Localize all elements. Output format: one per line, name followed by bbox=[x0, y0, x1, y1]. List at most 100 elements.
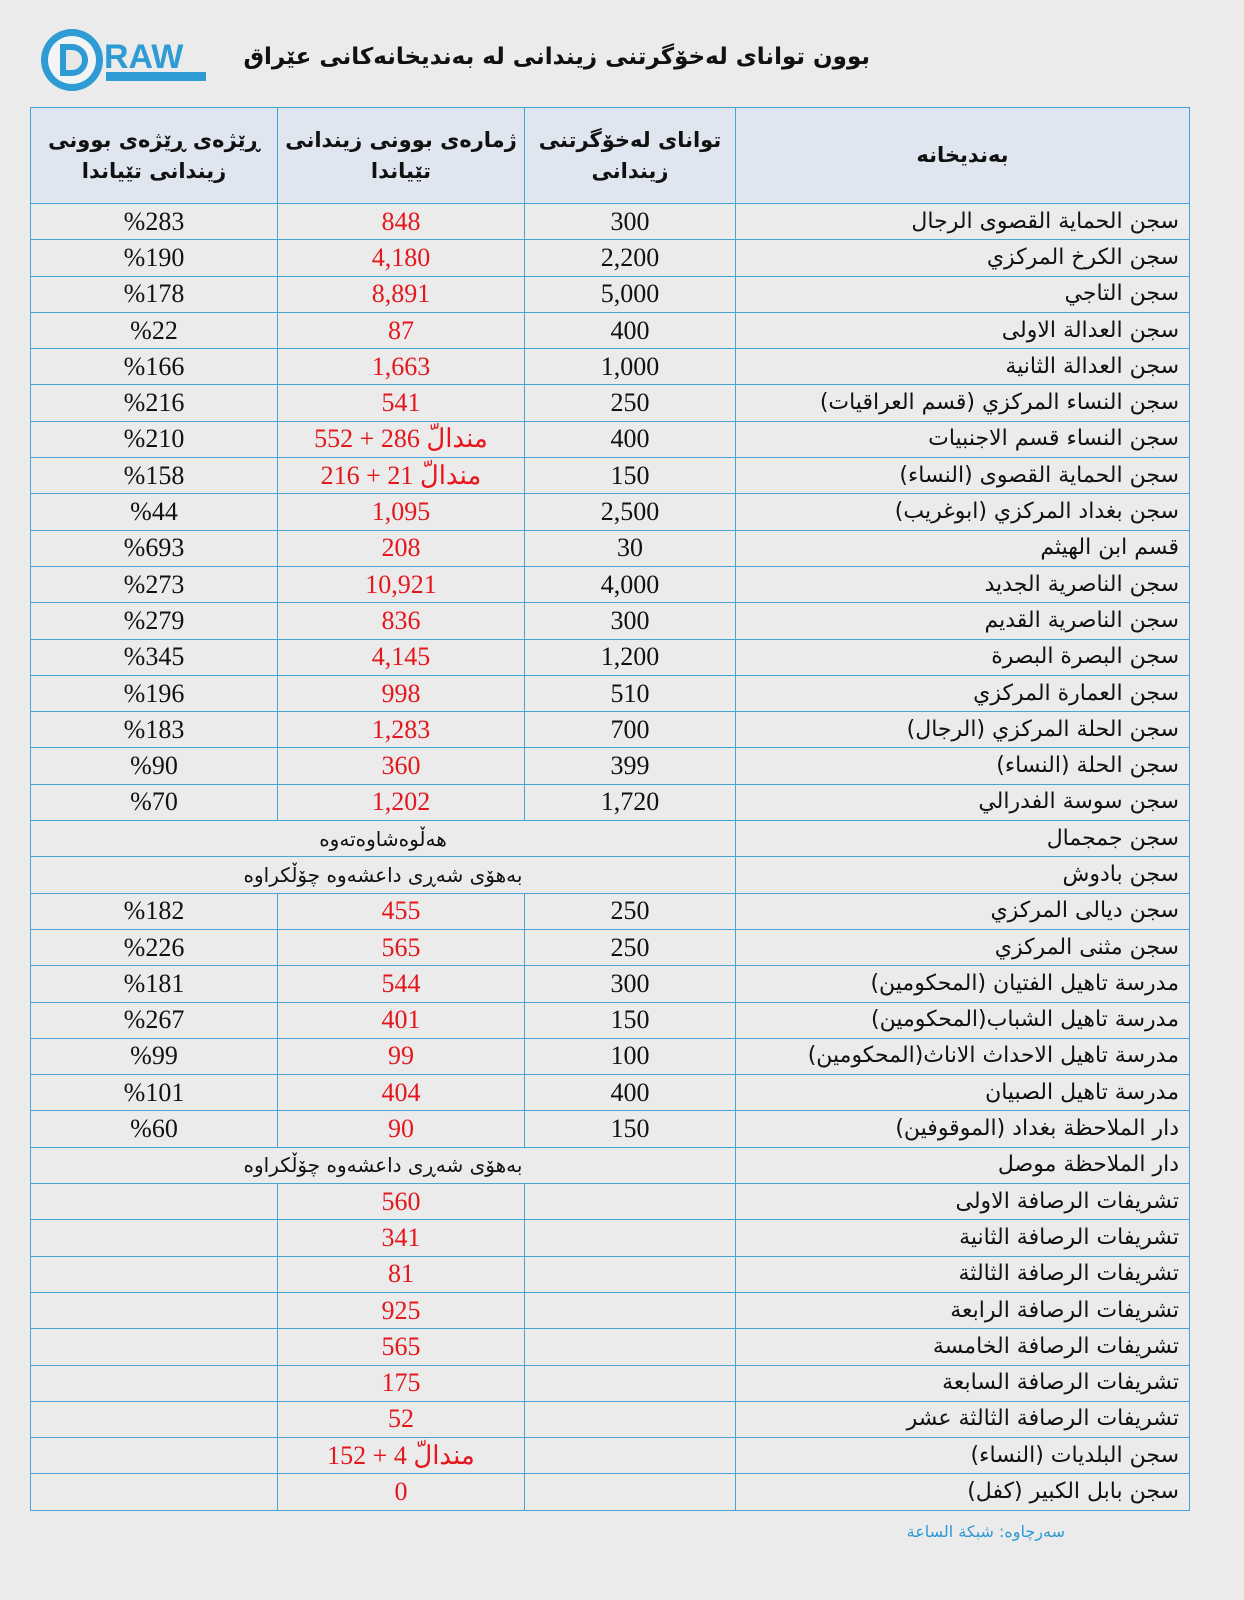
svg-text:RAW: RAW bbox=[104, 38, 184, 76]
capacity-cell: 400 bbox=[524, 1074, 736, 1112]
prison-name-cell: سجن سوسة الفدرالي bbox=[735, 783, 1190, 822]
prison-name-cell: تشريفات الرصافة الثالثة bbox=[735, 1255, 1190, 1293]
inmate-count-cell: 10,921 bbox=[277, 565, 525, 604]
inmate-count-cell: 1,202 bbox=[277, 783, 525, 822]
prison-name-cell: تشريفات الرصافة الثانية bbox=[735, 1219, 1190, 1257]
inmate-count-cell: 560 bbox=[277, 1183, 525, 1221]
capacity-cell bbox=[524, 1473, 736, 1511]
table-row: سجن العدالة الثانية 1,000 1,663 %166 bbox=[30, 348, 1190, 386]
capacity-cell: 400 bbox=[524, 420, 736, 459]
prison-name-cell: سجن مثنى المركزي bbox=[735, 928, 1190, 967]
prison-name-cell: سجن الحلة (النساء) bbox=[735, 747, 1190, 785]
inmate-count-cell: 1,095 bbox=[277, 493, 525, 531]
occupancy-percent-cell: %196 bbox=[30, 674, 278, 713]
inmate-count-cell: 541 bbox=[277, 384, 525, 422]
occupancy-percent-cell bbox=[30, 1400, 278, 1439]
table-row: سجن العمارة المركزي 510 998 %196 bbox=[30, 674, 1190, 713]
occupancy-percent-cell bbox=[30, 1183, 278, 1221]
inmate-count-cell: 208 bbox=[277, 529, 525, 567]
table-row: تشريفات الرصافة الرابعة 925 bbox=[30, 1291, 1190, 1330]
capacity-cell: 250 bbox=[524, 384, 736, 422]
occupancy-percent-cell bbox=[30, 1328, 278, 1366]
occupancy-percent-cell: %178 bbox=[30, 275, 278, 313]
prison-name-cell: سجن الكرخ المركزي bbox=[735, 239, 1190, 277]
table-row: سجن بابل الكبير (كفل) 0 bbox=[30, 1473, 1190, 1511]
table-row: سجن النساء قسم الاجنبيات 400 مندالّ 286 + … bbox=[30, 420, 1190, 459]
capacity-cell: 400 bbox=[524, 311, 736, 350]
table-row: سجن البلديات (النساء) مندالّ 4 + 152 bbox=[30, 1437, 1190, 1475]
table-row: سجن جمجمال هەڵوەشاوەتەوە bbox=[30, 820, 1190, 858]
occupancy-percent-cell: %183 bbox=[30, 711, 278, 749]
inmate-count-cell: 90 bbox=[277, 1110, 525, 1148]
occupancy-percent-cell: %60 bbox=[30, 1110, 278, 1148]
occupancy-percent-cell bbox=[30, 1364, 278, 1402]
inmate-count-cell: 1,663 bbox=[277, 348, 525, 386]
inmate-count-cell: 565 bbox=[277, 928, 525, 967]
capacity-cell: 1,720 bbox=[524, 783, 736, 822]
capacity-cell: 300 bbox=[524, 965, 736, 1003]
table-row: سجن ديالى المركزي 250 455 %182 bbox=[30, 892, 1190, 930]
prison-name-cell: سجن جمجمال bbox=[735, 820, 1190, 858]
prison-name-cell: سجن النساء قسم الاجنبيات bbox=[735, 420, 1190, 459]
inmate-count-cell: 404 bbox=[277, 1074, 525, 1112]
table-row: دار الملاحظة بغداد (الموقوفين) 150 90 %60 bbox=[30, 1110, 1190, 1148]
occupancy-percent-cell: %182 bbox=[30, 892, 278, 930]
table-row: سجن البصرة البصرة 1,200 4,145 %345 bbox=[30, 638, 1190, 676]
occupancy-percent-cell: %101 bbox=[30, 1074, 278, 1112]
occupancy-percent-cell: %345 bbox=[30, 638, 278, 676]
table-row: قسم ابن الهيثم 30 208 %693 bbox=[30, 529, 1190, 567]
occupancy-percent-cell: %90 bbox=[30, 747, 278, 785]
occupancy-percent-cell: %158 bbox=[30, 457, 278, 495]
occupancy-percent-cell: %216 bbox=[30, 384, 278, 422]
table-row: سجن الحماية القصوى الرجال 300 848 %283 bbox=[30, 202, 1190, 241]
capacity-cell: 30 bbox=[524, 529, 736, 567]
inmate-count-cell: 455 bbox=[277, 892, 525, 930]
table-row: تشريفات الرصافة الثالثة عشر 52 bbox=[30, 1400, 1190, 1439]
prison-name-cell: سجن ديالى المركزي bbox=[735, 892, 1190, 930]
capacity-cell bbox=[524, 1291, 736, 1330]
occupancy-percent-cell bbox=[30, 1473, 278, 1511]
occupancy-percent-cell: %44 bbox=[30, 493, 278, 531]
capacity-cell bbox=[524, 1219, 736, 1257]
capacity-cell: 4,000 bbox=[524, 565, 736, 604]
table-row: تشريفات الرصافة الاولى 560 bbox=[30, 1183, 1190, 1221]
table-row: مدرسة تاهيل الاحداث الاناث(المحكومين) 100… bbox=[30, 1037, 1190, 1076]
prison-name-cell: مدرسة تاهيل الفتيان (المحكومين) bbox=[735, 965, 1190, 1003]
inmate-count-cell: 360 bbox=[277, 747, 525, 785]
header-capacity: تواناى لەخۆگرتنى زيندانى bbox=[524, 107, 736, 204]
capacity-cell: 250 bbox=[524, 928, 736, 967]
table-row: مدرسة تاهيل الفتيان (المحكومين) 300 544 %18… bbox=[30, 965, 1190, 1003]
prison-name-cell: سجن الناصرية القديم bbox=[735, 602, 1190, 640]
capacity-cell: 150 bbox=[524, 1110, 736, 1148]
capacity-cell: 399 bbox=[524, 747, 736, 785]
prison-name-cell: دار الملاحظة موصل bbox=[735, 1146, 1190, 1185]
table-row: سجن الحلة المركزي (الرجال) 700 1,283 %183 bbox=[30, 711, 1190, 749]
table-row: مدرسة تاهيل الشباب(المحكومين) 150 401 %267 bbox=[30, 1001, 1190, 1039]
capacity-cell bbox=[524, 1255, 736, 1293]
inmate-count-cell: 4,180 bbox=[277, 239, 525, 277]
header-prison: بەنديخانە bbox=[735, 107, 1190, 204]
inmate-count-cell: 81 bbox=[277, 1255, 525, 1293]
occupancy-percent-cell: %210 bbox=[30, 420, 278, 459]
inmate-count-cell: 341 bbox=[277, 1219, 525, 1257]
capacity-cell bbox=[524, 1183, 736, 1221]
inmate-count-cell: مندالّ 21 + 216 bbox=[277, 457, 525, 495]
status-note-cell: هەڵوەشاوەتەوە bbox=[30, 820, 736, 858]
capacity-cell: 5,000 bbox=[524, 275, 736, 313]
page-title: بوون تواناى لەخۆگرتنى زيندانى لە بەنديخا… bbox=[243, 44, 870, 70]
occupancy-percent-cell: %283 bbox=[30, 202, 278, 241]
capacity-cell: 100 bbox=[524, 1037, 736, 1076]
inmate-count-cell: 925 bbox=[277, 1291, 525, 1330]
occupancy-percent-cell: %99 bbox=[30, 1037, 278, 1076]
prison-name-cell: سجن العمارة المركزي bbox=[735, 674, 1190, 713]
capacity-cell bbox=[524, 1437, 736, 1475]
table-row: سجن العدالة الاولى 400 87 %22 bbox=[30, 311, 1190, 350]
table-row: دار الملاحظة موصل بەهۆى شەڕى داعشەوە چۆڵك… bbox=[30, 1146, 1190, 1185]
prison-name-cell: سجن بابل الكبير (كفل) bbox=[735, 1473, 1190, 1511]
draw-logo: RAW bbox=[41, 29, 206, 91]
prison-name-cell: سجن العدالة الاولى bbox=[735, 311, 1190, 350]
inmate-count-cell: مندالّ 4 + 152 bbox=[277, 1437, 525, 1475]
prison-name-cell: سجن بغداد المركزي (ابوغريب) bbox=[735, 493, 1190, 531]
prisons-table: بەنديخانە تواناى لەخۆگرتنى زيندانى ژمارە… bbox=[30, 107, 1190, 1511]
capacity-cell: 150 bbox=[524, 457, 736, 495]
